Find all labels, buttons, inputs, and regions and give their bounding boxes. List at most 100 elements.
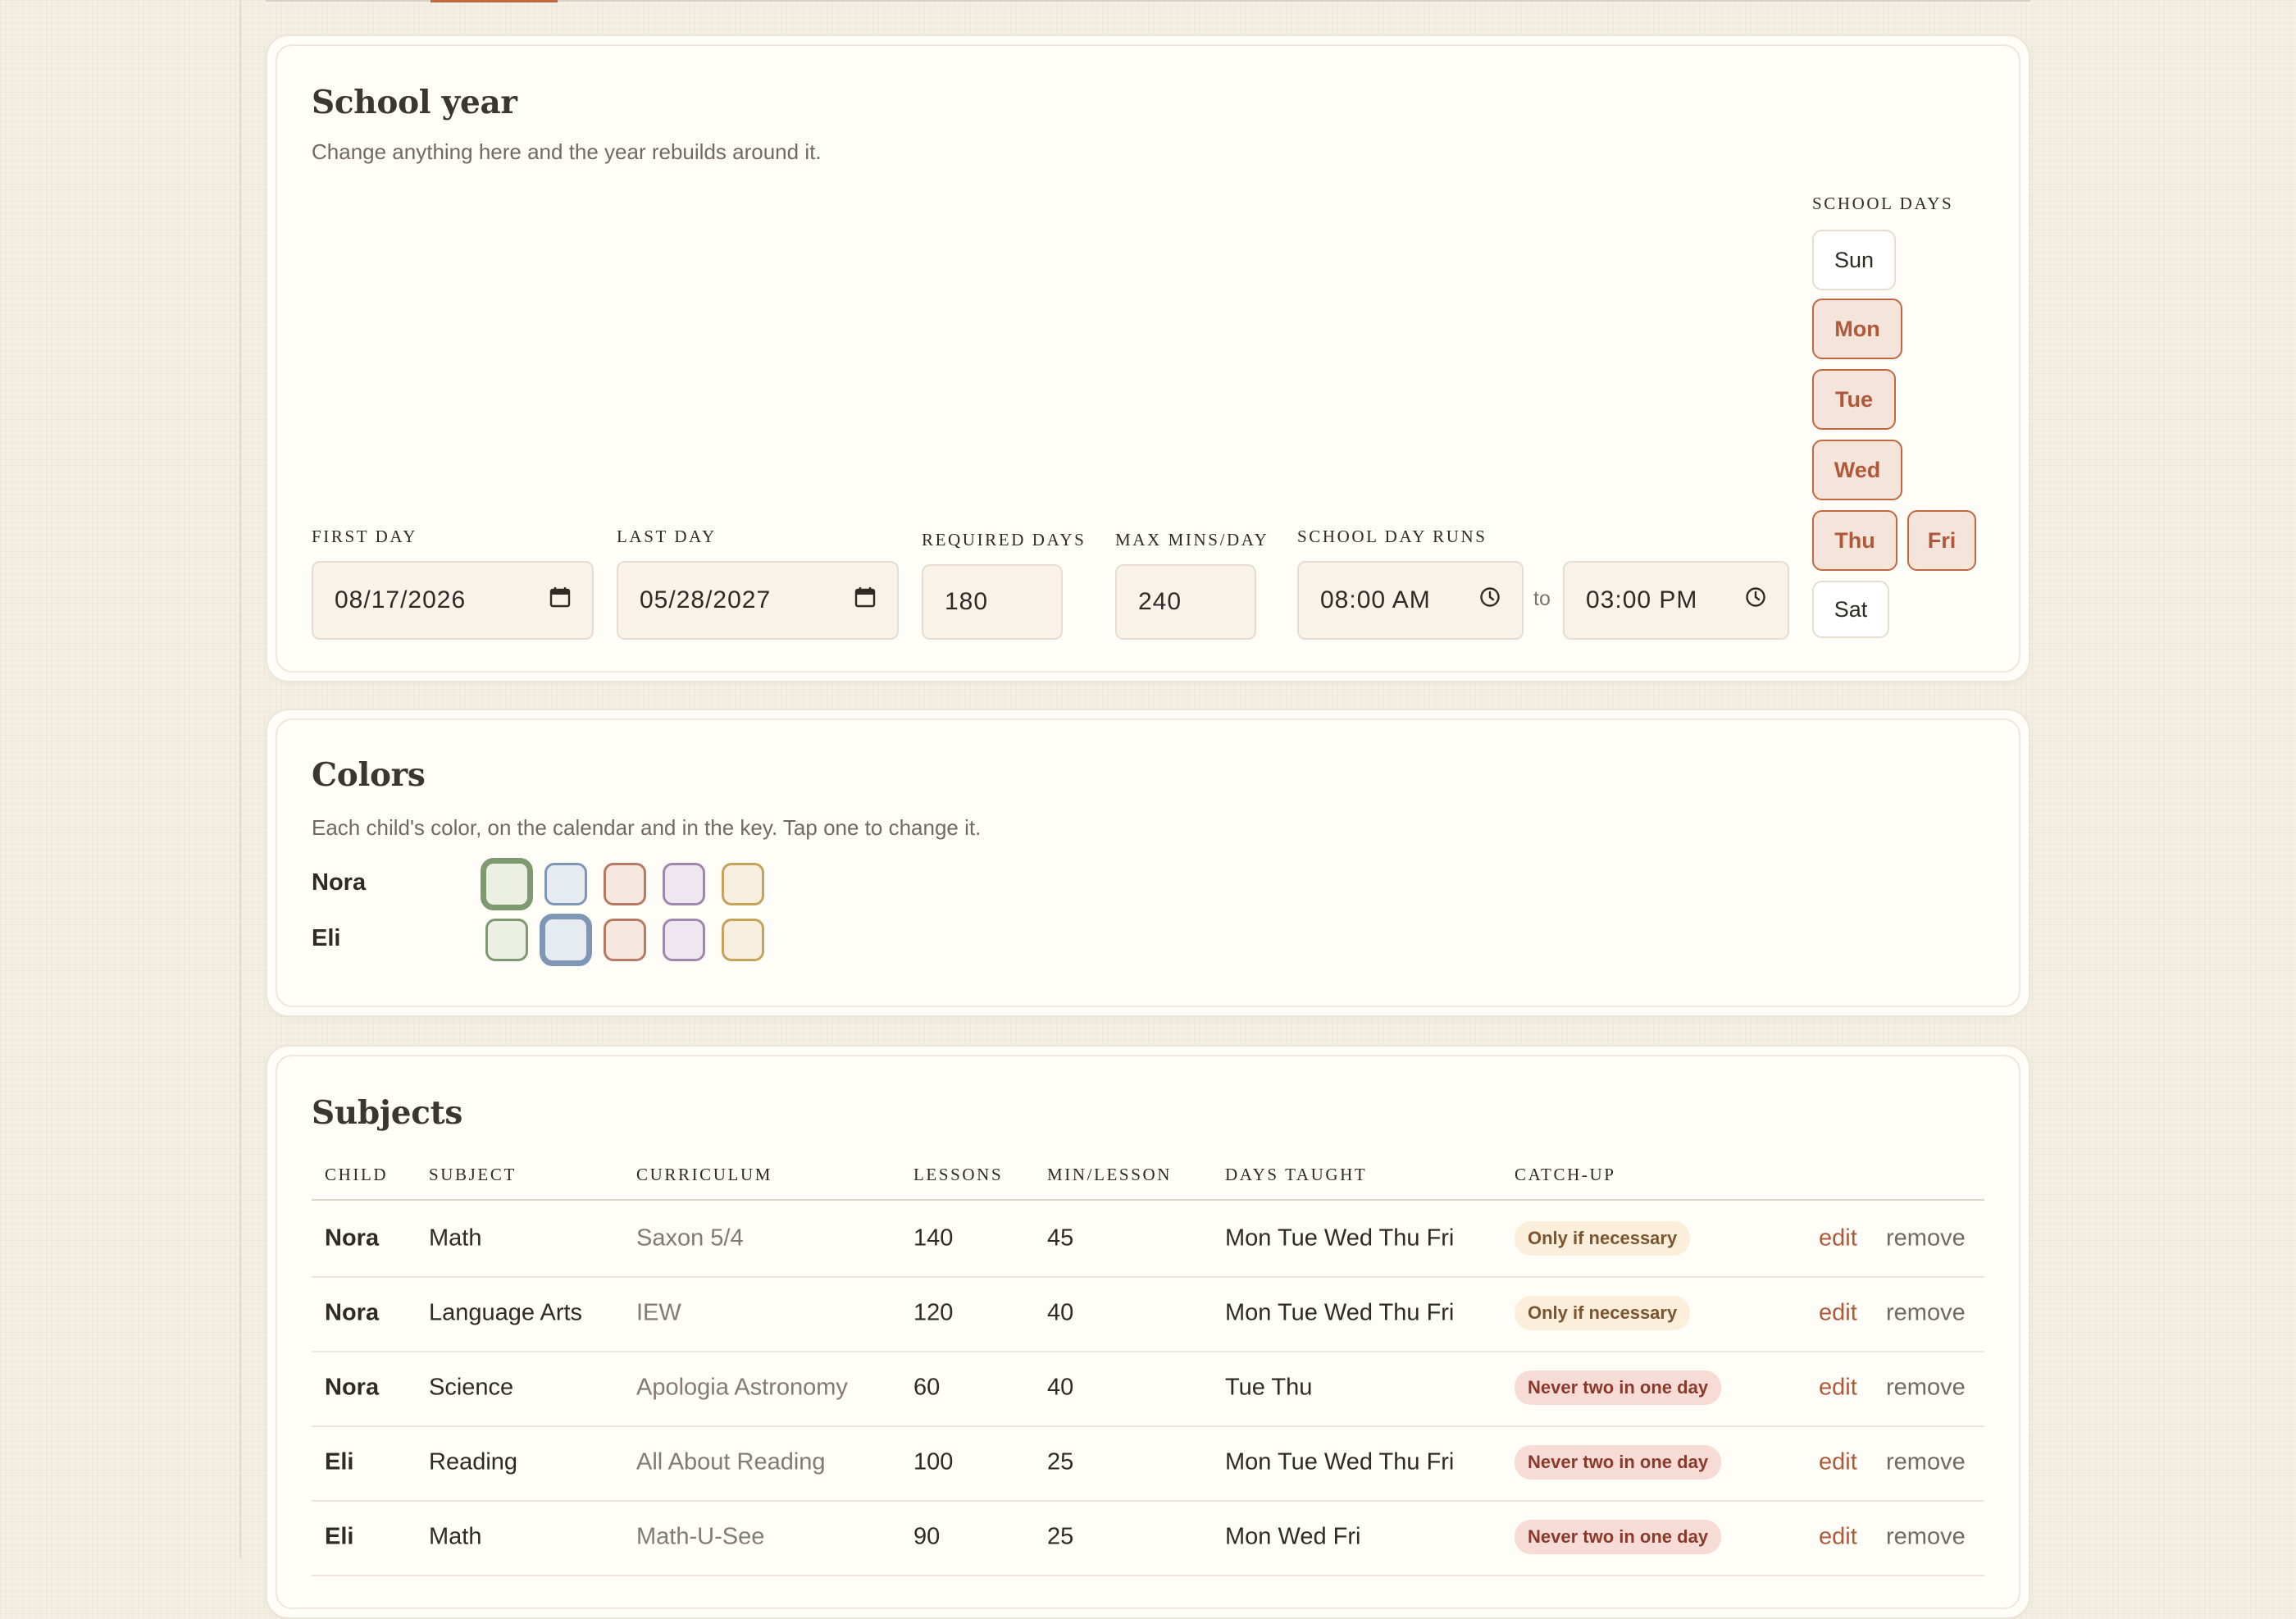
time-range-separator: to bbox=[1533, 587, 1551, 610]
day-toggle-wed[interactable]: Wed bbox=[1812, 440, 1902, 500]
column-header-lessons: LESSONS bbox=[913, 1165, 1004, 1184]
day-toggle-mon[interactable]: Mon bbox=[1812, 299, 1902, 359]
edit-link[interactable]: edit bbox=[1819, 1448, 1857, 1475]
color-swatch-lavender[interactable] bbox=[663, 919, 705, 961]
cell-subject: Math bbox=[429, 1523, 482, 1550]
color-swatch-mustard[interactable] bbox=[722, 863, 764, 905]
table-row: Eli Math Math-U-See 90 25 Mon Wed Fri Never tw… bbox=[312, 1499, 1984, 1576]
catch-up-badge: Never two in one day bbox=[1515, 1520, 1722, 1554]
column-header-min-lesson: MIN/LESSON bbox=[1047, 1165, 1173, 1184]
day-start-time-input[interactable]: 08:00 AM bbox=[1297, 561, 1524, 640]
color-swatch-blue[interactable] bbox=[544, 863, 587, 905]
required-days-value: 180 bbox=[945, 588, 989, 615]
day-end-time-input[interactable]: 03:00 PM bbox=[1563, 561, 1789, 640]
cell-min-lesson: 25 bbox=[1047, 1523, 1074, 1550]
max-mins-label: MAX MINS/DAY bbox=[1115, 530, 1269, 550]
column-header-curriculum: CURRICULUM bbox=[636, 1165, 773, 1184]
clock-icon[interactable] bbox=[1479, 586, 1501, 614]
day-end-time-value: 03:00 PM bbox=[1586, 586, 1698, 613]
color-swatch-mustard[interactable] bbox=[722, 919, 764, 961]
color-swatch-terracotta[interactable] bbox=[604, 863, 646, 905]
edit-link[interactable]: edit bbox=[1819, 1523, 1857, 1550]
cell-child: Nora bbox=[325, 1225, 380, 1252]
first-day-value: 08/17/2026 bbox=[335, 586, 467, 613]
school-days-label: SCHOOL DAYS bbox=[1812, 194, 1954, 213]
cell-lessons: 120 bbox=[913, 1299, 954, 1326]
first-day-input[interactable]: 08/17/2026 bbox=[312, 561, 594, 640]
day-toggle-thu[interactable]: Thu bbox=[1812, 510, 1897, 571]
day-toggle-fri[interactable]: Fri bbox=[1907, 510, 1976, 571]
cell-subject: Language Arts bbox=[429, 1299, 583, 1326]
cell-min-lesson: 45 bbox=[1047, 1225, 1074, 1252]
cell-days-taught: Mon Tue Wed Thu Fri bbox=[1225, 1299, 1455, 1326]
cell-days-taught: Mon Tue Wed Thu Fri bbox=[1225, 1225, 1455, 1252]
column-header-subject: SUBJECT bbox=[429, 1165, 517, 1184]
catch-up-badge: Only if necessary bbox=[1515, 1221, 1691, 1256]
cell-lessons: 60 bbox=[913, 1374, 941, 1401]
color-child-name: Nora bbox=[312, 869, 367, 896]
color-swatch-terracotta[interactable] bbox=[604, 919, 646, 961]
color-swatch-lavender[interactable] bbox=[663, 863, 705, 905]
first-day-label: FIRST DAY bbox=[312, 527, 418, 546]
calendar-icon[interactable] bbox=[854, 586, 876, 614]
table-row: Nora Math Saxon 5/4 140 45 Mon Tue Wed Thu Fr… bbox=[312, 1201, 1984, 1278]
remove-link[interactable]: remove bbox=[1886, 1299, 1966, 1326]
day-toggle-sat[interactable]: Sat bbox=[1812, 581, 1889, 638]
active-tab-indicator bbox=[430, 0, 558, 2]
table-row: Nora Science Apologia Astronomy 60 40 Tue Thu… bbox=[312, 1350, 1984, 1427]
card-title: School year bbox=[312, 84, 517, 121]
cell-subject: Math bbox=[429, 1225, 482, 1252]
school-day-runs-label: SCHOOL DAY RUNS bbox=[1297, 527, 1487, 546]
required-days-label: REQUIRED DAYS bbox=[922, 530, 1086, 550]
cell-child: Nora bbox=[325, 1299, 380, 1326]
cell-subject: Reading bbox=[429, 1448, 518, 1475]
catch-up-badge: Only if necessary bbox=[1515, 1296, 1691, 1330]
card-inner-border bbox=[276, 44, 2020, 673]
color-swatch-sage[interactable] bbox=[481, 858, 533, 910]
cell-lessons: 140 bbox=[913, 1225, 954, 1252]
remove-link[interactable]: remove bbox=[1886, 1225, 1966, 1252]
day-toggle-tue[interactable]: Tue bbox=[1812, 369, 1896, 430]
remove-link[interactable]: remove bbox=[1886, 1448, 1966, 1475]
max-mins-value: 240 bbox=[1138, 588, 1182, 615]
cell-subject: Science bbox=[429, 1374, 514, 1401]
sidebar-edge bbox=[0, 0, 241, 1558]
column-header-catch-up: CATCH-UP bbox=[1515, 1165, 1616, 1184]
cell-child: Eli bbox=[325, 1523, 354, 1550]
day-start-time-value: 08:00 AM bbox=[1320, 586, 1431, 613]
last-day-label: LAST DAY bbox=[617, 527, 717, 546]
cell-curriculum: IEW bbox=[636, 1299, 681, 1326]
cell-curriculum: All About Reading bbox=[636, 1448, 826, 1475]
edit-link[interactable]: edit bbox=[1819, 1374, 1857, 1401]
cell-lessons: 100 bbox=[913, 1448, 954, 1475]
calendar-icon[interactable] bbox=[549, 586, 571, 614]
cell-days-taught: Mon Tue Wed Thu Fri bbox=[1225, 1448, 1455, 1475]
table-row: Nora Language Arts IEW 120 40 Mon Tue Wed Thu… bbox=[312, 1275, 1984, 1352]
last-day-input[interactable]: 05/28/2027 bbox=[617, 561, 899, 640]
cell-curriculum: Saxon 5/4 bbox=[636, 1225, 744, 1252]
max-mins-input[interactable]: 240 bbox=[1115, 564, 1256, 640]
color-child-name: Eli bbox=[312, 925, 341, 951]
catch-up-badge: Never two in one day bbox=[1515, 1445, 1722, 1480]
colors-card: Colors Each child's color, on the calend… bbox=[266, 709, 2030, 1017]
card-title: Colors bbox=[312, 756, 426, 794]
table-header-divider bbox=[312, 1199, 1984, 1201]
catch-up-badge: Never two in one day bbox=[1515, 1370, 1722, 1405]
remove-link[interactable]: remove bbox=[1886, 1374, 1966, 1401]
required-days-input[interactable]: 180 bbox=[922, 564, 1063, 640]
edit-link[interactable]: edit bbox=[1819, 1299, 1857, 1326]
edit-link[interactable]: edit bbox=[1819, 1225, 1857, 1252]
color-swatch-blue[interactable] bbox=[540, 914, 592, 966]
card-inner-border bbox=[276, 718, 2020, 1007]
day-toggle-sun[interactable]: Sun bbox=[1812, 230, 1896, 290]
clock-icon[interactable] bbox=[1745, 586, 1766, 614]
color-swatch-sage[interactable] bbox=[485, 919, 528, 961]
cell-curriculum: Apologia Astronomy bbox=[636, 1374, 848, 1401]
cell-days-taught: Tue Thu bbox=[1225, 1374, 1313, 1401]
cell-min-lesson: 25 bbox=[1047, 1448, 1074, 1475]
card-subtitle: Each child's color, on the calendar and … bbox=[312, 815, 982, 840]
cell-lessons: 90 bbox=[913, 1523, 941, 1550]
cell-days-taught: Mon Wed Fri bbox=[1225, 1523, 1361, 1550]
card-subtitle: Change anything here and the year rebuil… bbox=[312, 139, 822, 164]
remove-link[interactable]: remove bbox=[1886, 1523, 1966, 1550]
